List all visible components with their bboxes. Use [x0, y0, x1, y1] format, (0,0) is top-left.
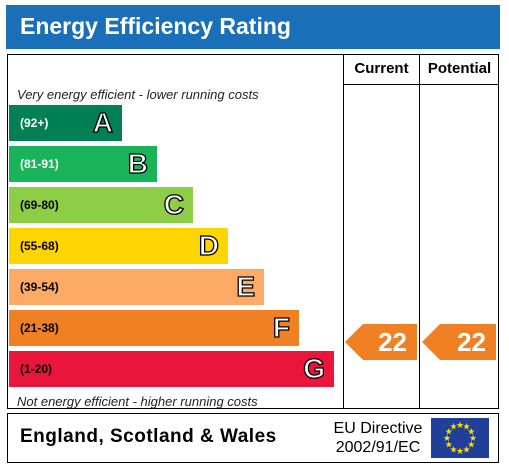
footer: England, Scotland & Wales EU Directive 2…: [7, 413, 499, 463]
star-icon: ★: [467, 427, 475, 437]
column-divider-potential: [419, 54, 420, 409]
band-letter: C: [163, 188, 185, 220]
band-letter: F: [272, 311, 290, 343]
potential-rating-arrow: 22: [422, 324, 496, 360]
directive-line-1: EU Directive: [333, 420, 423, 437]
star-icon: ★: [445, 440, 453, 450]
star-icon: ★: [449, 422, 457, 432]
band-letter: B: [127, 147, 149, 179]
band-d: (55-68) D: [9, 228, 228, 264]
band-e: (39-54) E: [9, 269, 264, 305]
band-range-label: (92+): [20, 116, 49, 130]
band-range-label: (1-20): [20, 362, 53, 376]
band-letter: D: [198, 229, 220, 261]
eu-flag-icon: ★ ★ ★ ★ ★ ★ ★ ★ ★ ★ ★ ★: [431, 418, 489, 458]
potential-arrow-shape: [422, 324, 496, 360]
current-rating-arrow: 22: [345, 324, 417, 360]
star-icon: ★: [443, 433, 451, 443]
star-icon: ★: [456, 420, 464, 430]
top-note: Very energy efficient - lower running co…: [17, 87, 259, 102]
column-header-divider: [343, 84, 499, 85]
band-range-label: (69-80): [20, 198, 59, 212]
band-a: (92+) A: [9, 105, 122, 141]
star-icon: ★: [456, 446, 464, 456]
bottom-note: Not energy efficient - higher running co…: [17, 394, 258, 409]
band-letter: E: [236, 270, 256, 302]
star-icon: ★: [445, 427, 453, 437]
rating-chart-frame: [7, 54, 499, 409]
column-divider-current: [343, 54, 344, 409]
star-icon: ★: [469, 433, 477, 443]
band-g: (1-20) G: [9, 351, 334, 387]
band-c: (69-80) C: [9, 187, 193, 223]
title-bar: Energy Efficiency Rating: [6, 5, 500, 49]
current-rating-value: 22: [378, 327, 407, 357]
band-letter: A: [92, 106, 114, 138]
band-range-label: (81-91): [20, 157, 59, 171]
star-icon: ★: [462, 444, 470, 454]
eu-directive: EU Directive 2002/91/EC: [328, 419, 428, 457]
star-icon: ★: [449, 444, 457, 454]
page-title: Energy Efficiency Rating: [20, 13, 291, 39]
star-icon: ★: [467, 440, 475, 450]
current-arrow-shape: [345, 324, 417, 360]
current-column-header: Current: [354, 60, 409, 77]
star-icon: ★: [462, 422, 470, 432]
region-label: England, Scotland & Wales: [20, 426, 277, 447]
band-letter: G: [303, 352, 326, 384]
directive-line-2: 2002/91/EC: [335, 439, 421, 456]
band-f: (21-38) F: [9, 310, 299, 346]
band-range-label: (21-38): [20, 321, 59, 335]
band-range-label: (39-54): [20, 280, 59, 294]
band-b: (81-91) B: [9, 146, 157, 182]
potential-rating-value: 22: [457, 327, 486, 357]
band-range-label: (55-68): [20, 239, 59, 253]
potential-column-header: Potential: [427, 60, 492, 77]
